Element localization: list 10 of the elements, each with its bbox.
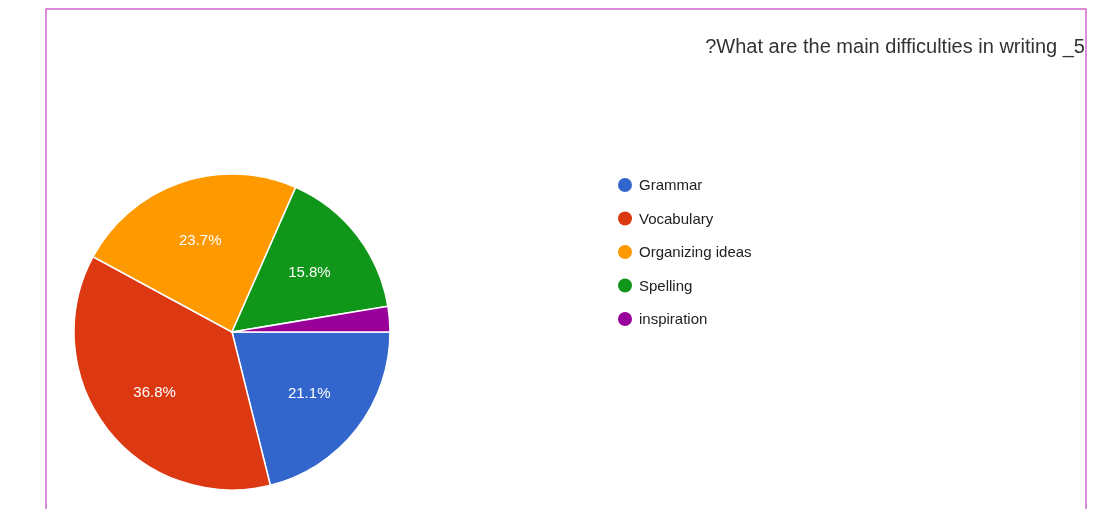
legend-label: Organizing ideas	[639, 243, 752, 261]
text: ?What are the main difficulties in writing _5	[705, 35, 1085, 58]
data-label: 15.8%	[288, 263, 331, 281]
legend-label: inspiration	[639, 310, 708, 328]
legend-label: Grammar	[639, 176, 703, 194]
data-label: 23.7%	[179, 230, 222, 248]
legend-label: Spelling	[639, 276, 693, 294]
data-label: 36.8%	[133, 383, 176, 401]
legend-label: Vocabulary	[639, 209, 714, 227]
data-label: 21.1%	[287, 383, 331, 401]
